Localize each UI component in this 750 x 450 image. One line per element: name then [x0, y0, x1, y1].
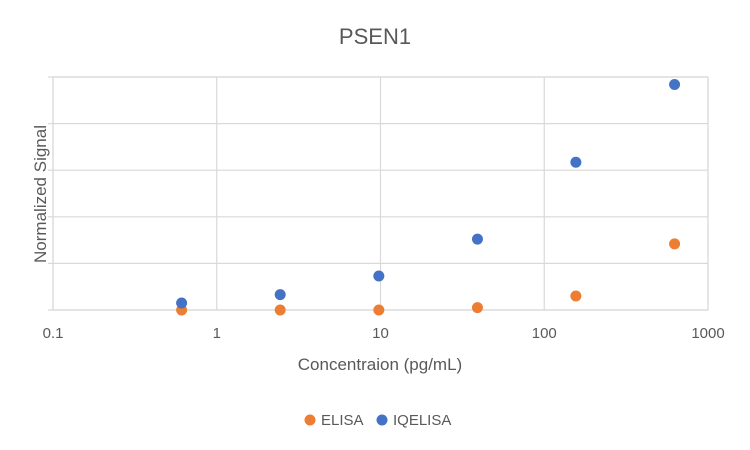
legend-marker-iqelisa: [376, 414, 388, 426]
legend-marker-elisa: [304, 414, 316, 426]
point-iqelisa: [274, 289, 286, 301]
data-points: [176, 78, 681, 316]
point-elisa: [373, 304, 385, 316]
series-elisa: [176, 238, 681, 316]
legend: ELISA IQELISA: [304, 412, 451, 429]
x-tick-label: 10: [372, 325, 389, 342]
point-iqelisa: [471, 233, 483, 245]
point-elisa: [570, 290, 582, 302]
legend-label-iqelisa: IQELISA: [393, 412, 451, 429]
x-axis-label: Concentraion (pg/mL): [298, 355, 462, 374]
point-iqelisa: [176, 297, 188, 309]
legend-label-elisa: ELISA: [321, 412, 364, 429]
x-ticks: 0.1 1 10 100 1000: [43, 325, 725, 342]
x-tick-label: 100: [532, 325, 557, 342]
series-iqelisa: [176, 78, 681, 309]
x-tick-label: 1: [213, 325, 221, 342]
point-iqelisa: [373, 270, 385, 282]
y-axis-label: Normalized Signal: [31, 125, 50, 263]
point-elisa: [669, 238, 681, 250]
x-tick-label: 1000: [691, 325, 724, 342]
chart-title: PSEN1: [339, 24, 411, 49]
point-elisa: [274, 304, 286, 316]
point-iqelisa: [570, 156, 582, 168]
point-elisa: [471, 302, 483, 314]
point-iqelisa: [669, 78, 681, 90]
x-tick-label: 0.1: [43, 325, 64, 342]
